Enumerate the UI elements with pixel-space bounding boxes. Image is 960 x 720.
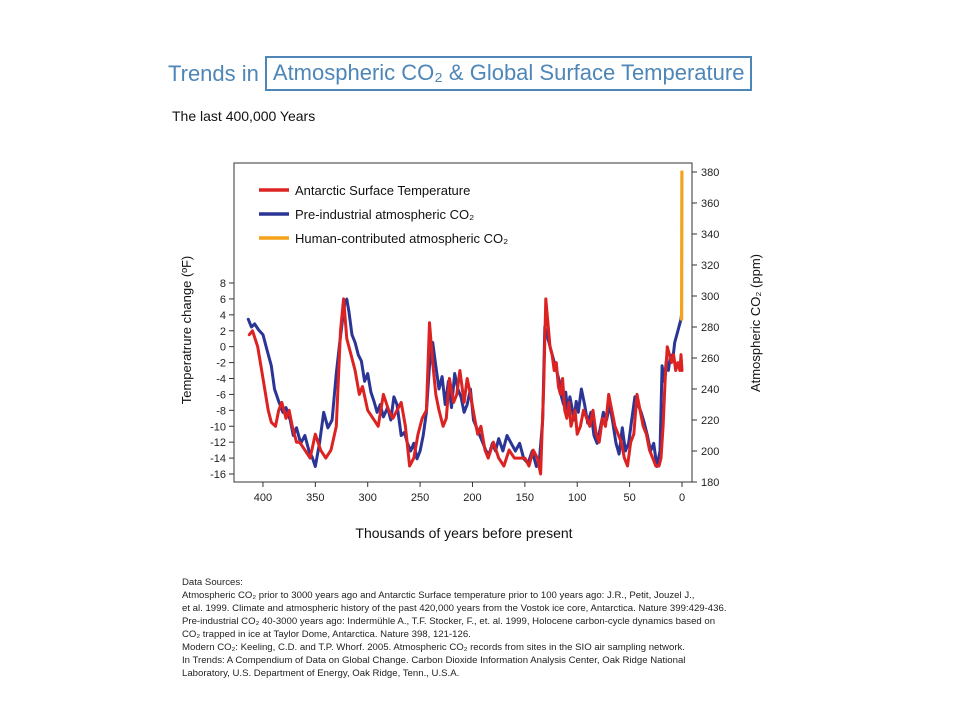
data-sources: Data Sources: Atmospheric CO₂ prior to 3… — [182, 576, 822, 680]
legend-label: Antarctic Surface Temperature — [295, 183, 470, 198]
y-right-tick-label: 240 — [701, 384, 719, 396]
y-left-axis-title: Temperatrure change (ºF) — [179, 256, 194, 405]
y-right-tick-label: 220 — [701, 415, 719, 427]
plot-frame — [233, 162, 693, 483]
y-left-tick-label: -10 — [210, 421, 226, 433]
y-left-tick-label: 8 — [220, 278, 226, 290]
y-right-tick-label: 300 — [701, 291, 719, 303]
y-left-tick-label: 6 — [220, 294, 226, 306]
y-right-axis-title: Atmospheric CO₂ (ppm) — [748, 254, 763, 392]
y-left-tick-label: 0 — [220, 342, 226, 354]
x-tick-label: 50 — [623, 492, 635, 504]
source-line: Modern CO₂: Keeling, C.D. and T.P. Whorf… — [182, 642, 685, 653]
page-title: Trends in Atmospheric CO₂ & Global Surfa… — [168, 56, 753, 91]
source-line: In Trends: A Compendium of Data on Globa… — [182, 655, 686, 666]
x-tick-label: 350 — [306, 492, 324, 504]
sources-heading: Data Sources: — [182, 577, 243, 588]
y-right-tick-label: 280 — [701, 322, 719, 334]
y-right-tick-label: 380 — [701, 167, 719, 179]
title-boxed: Atmospheric CO₂ & Global Surface Tempera… — [264, 56, 753, 91]
x-tick-label: 0 — [679, 492, 685, 504]
y-left-tick-label: -8 — [216, 405, 226, 417]
series-temperature — [247, 297, 684, 476]
y-left-tick-label: -12 — [210, 437, 226, 449]
y-left-tick-label: 4 — [220, 310, 226, 322]
x-tick-label: 200 — [463, 492, 481, 504]
y-right-tick-label: 200 — [701, 446, 719, 458]
y-right-tick-label: 320 — [701, 260, 719, 272]
chart: 400 350 300 250 200 150 100 50 0 8 6 4 2 0 -2 -4 -6 -8 -10… — [179, 162, 763, 541]
legend-label: Pre-industrial atmospheric CO₂ — [295, 207, 474, 222]
source-line: CO₂ trapped in ice at Taylor Dome, Antar… — [182, 629, 471, 640]
x-tick-label: 250 — [411, 492, 429, 504]
y-left-tick-label: 2 — [220, 326, 226, 338]
y-right-tick-label: 360 — [701, 198, 719, 210]
x-tick-label: 400 — [254, 492, 272, 504]
y-left-tick-label: -6 — [216, 389, 226, 401]
x-tick-label: 300 — [359, 492, 377, 504]
y-left-tick-label: -14 — [210, 453, 226, 465]
legend-label: Human-contributed atmospheric CO₂ — [295, 231, 508, 246]
source-line: Atmospheric CO₂ prior to 3000 years ago … — [182, 590, 695, 601]
y-right-tick-label: 260 — [701, 353, 719, 365]
y-right-tick-label: 180 — [701, 477, 719, 489]
x-tick-label: 150 — [516, 492, 534, 504]
y-left-tick-label: -2 — [216, 358, 226, 370]
x-axis-title: Thousands of years before present — [355, 525, 572, 541]
source-line: Pre-industrial CO₂ 40-3000 years ago: In… — [182, 616, 716, 627]
x-tick-label: 100 — [568, 492, 586, 504]
title-prefix: Trends in — [168, 60, 259, 86]
y-left-tick-label: -4 — [216, 374, 226, 386]
chart-subtitle: The last 400,000 Years — [172, 108, 316, 124]
source-line: et al. 1999. Climate and atmospheric his… — [182, 603, 727, 614]
source-line: Laboratory, U.S. Department of Energy, O… — [182, 668, 460, 679]
y-left-tick-label: -16 — [210, 469, 226, 481]
y-right-tick-label: 340 — [701, 229, 719, 241]
